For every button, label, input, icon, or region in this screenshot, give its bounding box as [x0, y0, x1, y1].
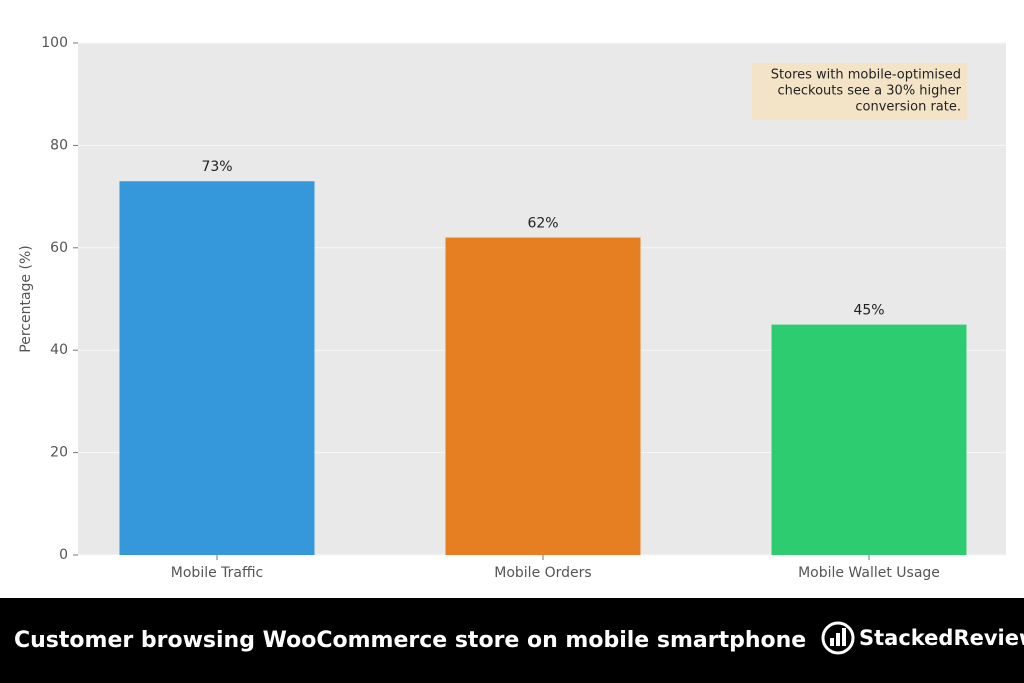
annotation-text: Stores with mobile-optimised: [771, 68, 961, 83]
y-tick-label: 20: [50, 445, 68, 461]
y-tick-label: 0: [59, 547, 68, 563]
y-tick-label: 100: [41, 35, 68, 51]
y-tick-label: 60: [50, 240, 68, 256]
logo-bar: [842, 628, 846, 646]
annotation-text: conversion rate.: [855, 100, 961, 115]
annotation-box: [752, 63, 967, 120]
x-tick-label: Mobile Orders: [494, 565, 591, 581]
x-tick-label: Mobile Traffic: [171, 565, 263, 581]
brand-logo: [821, 621, 855, 655]
value-label: 73%: [201, 159, 232, 175]
brand-name: StackedReview: [859, 626, 1024, 650]
y-axis-label: Percentage (%): [18, 245, 34, 352]
bar: [771, 324, 967, 555]
x-tick-label: Mobile Wallet Usage: [798, 565, 940, 581]
bar: [445, 237, 641, 555]
value-label: 62%: [527, 216, 558, 232]
y-tick-label: 40: [50, 342, 68, 358]
logo-ring: [821, 621, 855, 655]
value-label: 45%: [853, 303, 884, 319]
annotation-text: checkouts see a 30% higher: [777, 84, 961, 99]
bar: [119, 181, 315, 556]
y-tick-label: 80: [50, 137, 68, 153]
caption: Customer browsing WooCommerce store on m…: [14, 628, 806, 653]
logo-bar: [836, 633, 840, 646]
logo-bar: [830, 638, 834, 646]
